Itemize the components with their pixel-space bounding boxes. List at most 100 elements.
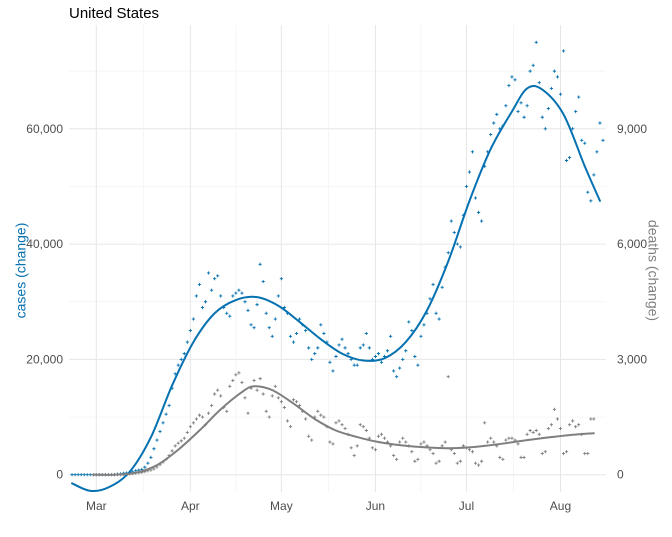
deaths-point (446, 375, 450, 379)
cases-point (225, 311, 229, 315)
cases-point (586, 190, 590, 194)
y-left-axis-title: cases (change) (13, 223, 29, 319)
deaths-point (516, 442, 520, 446)
deaths-point (294, 400, 299, 404)
cases-point (334, 354, 338, 359)
cases-point (200, 305, 205, 310)
deaths-point (525, 432, 529, 436)
deaths-point (540, 451, 544, 456)
cases-point (228, 314, 232, 318)
deaths-point (504, 438, 508, 442)
cases-point (249, 323, 253, 327)
deaths-point (452, 451, 456, 456)
y-right-tick-label: 9,000 (617, 122, 647, 136)
cases-point (188, 328, 192, 333)
deaths-point (279, 400, 283, 404)
deaths-point (246, 411, 250, 415)
cases-point (543, 127, 547, 131)
cases-point (294, 331, 299, 336)
deaths-point (501, 457, 505, 461)
deaths-point (206, 411, 211, 415)
cases-point (319, 323, 323, 327)
cases-point (540, 115, 544, 119)
cases-point (516, 109, 520, 114)
deaths-point (219, 394, 223, 398)
points-layer (70, 40, 605, 477)
cases-point (531, 63, 535, 67)
y-right-tick-label: 6,000 (617, 237, 647, 251)
cases-point (507, 83, 511, 88)
deaths-point (577, 423, 581, 427)
cases-point (401, 357, 405, 361)
cases-point (322, 331, 326, 336)
deaths-point (237, 371, 241, 375)
cases-point (185, 340, 189, 344)
cases-point (70, 473, 74, 477)
cases-point (346, 352, 350, 356)
deaths-point (228, 384, 232, 388)
cases-point (367, 346, 371, 350)
cases-point (352, 363, 356, 367)
cases-point (307, 346, 311, 350)
deaths-point (258, 377, 262, 381)
cases-point (407, 320, 411, 324)
cases-point (555, 75, 560, 79)
cases-point (452, 230, 456, 235)
deaths-point (455, 461, 459, 465)
cases-point (419, 334, 423, 338)
x-tick-label: Apr (181, 499, 200, 513)
deaths-point (340, 423, 344, 427)
deaths-point (443, 440, 447, 444)
deaths-point (285, 419, 290, 423)
cases-point (549, 86, 553, 91)
deaths-point (492, 440, 496, 444)
deaths-point (182, 436, 186, 440)
deaths-point (583, 451, 587, 456)
cases-point (316, 346, 320, 350)
deaths-point (179, 439, 183, 443)
cases-point (449, 219, 453, 223)
cases-point (601, 138, 605, 142)
deaths-point (252, 378, 256, 383)
deaths-point (434, 461, 438, 465)
y-left-tick-label: 0 (56, 468, 63, 482)
cases-point (85, 473, 89, 477)
cases-point (546, 106, 550, 111)
cases-point (279, 277, 283, 281)
cases-point (388, 334, 393, 338)
cases-point (152, 447, 156, 451)
cases-point (589, 199, 593, 203)
deaths-point (291, 398, 296, 402)
deaths-point (519, 455, 523, 460)
cases-point (197, 282, 202, 287)
cases-point (191, 317, 195, 321)
deaths-point (437, 459, 441, 463)
cases-point (288, 334, 293, 338)
cases-point (343, 346, 347, 350)
deaths-point (261, 392, 265, 396)
deaths-point (213, 392, 217, 396)
deaths-point (552, 407, 557, 411)
cases-point (273, 317, 277, 321)
cases-point (331, 369, 335, 373)
deaths-point (546, 426, 550, 431)
deaths-trend-line (92, 385, 595, 476)
deaths-point (316, 409, 320, 413)
cases-point (88, 473, 92, 477)
deaths-point (270, 394, 274, 398)
deaths-point (431, 451, 435, 456)
cases-point (328, 360, 332, 364)
deaths-point (373, 448, 378, 452)
trend-layer (71, 85, 601, 493)
cases-point (219, 294, 223, 298)
deaths-point (564, 450, 569, 454)
deaths-point (191, 421, 195, 425)
deaths-point (358, 423, 362, 427)
cases-point (379, 360, 384, 364)
deaths-point (416, 457, 420, 461)
cases-point (182, 352, 186, 356)
deaths-point (404, 440, 408, 444)
cases-point (364, 331, 368, 336)
cases-point (528, 69, 532, 73)
